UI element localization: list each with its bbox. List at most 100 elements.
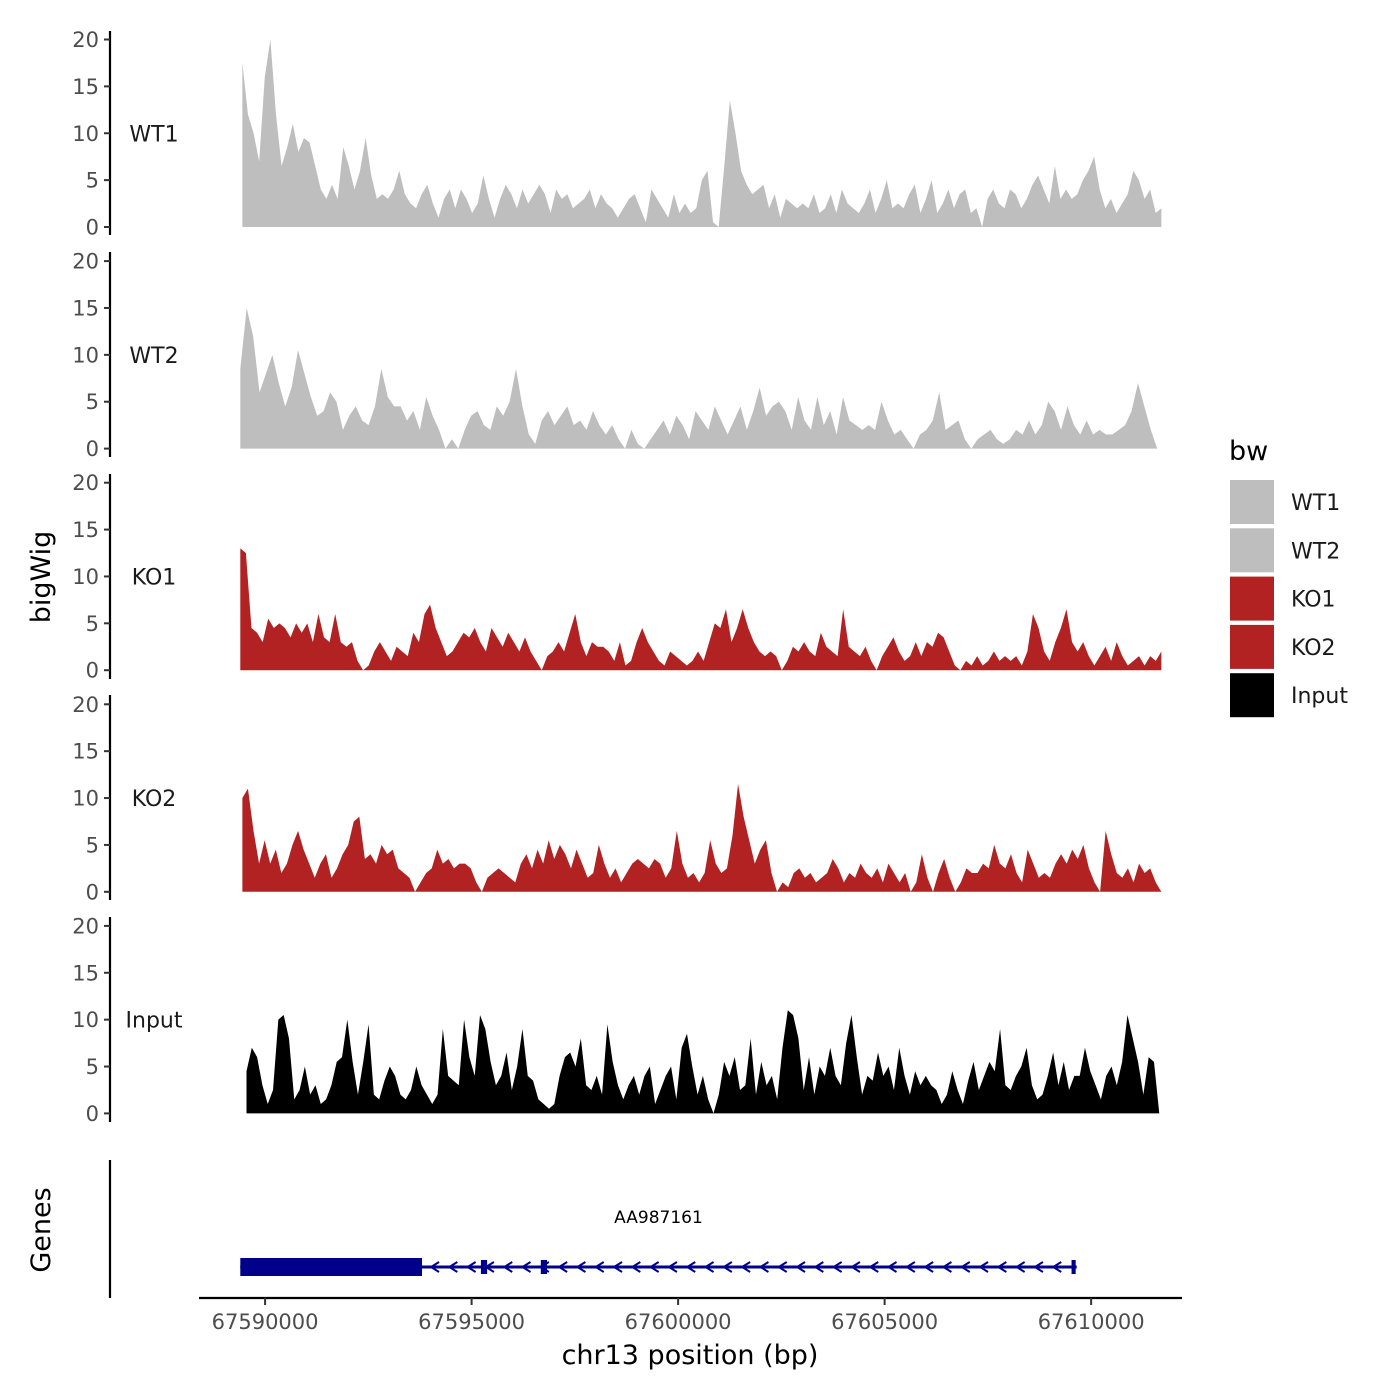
strand-arrow bbox=[502, 1261, 513, 1273]
area-ko1 bbox=[240, 548, 1162, 671]
strand-arrow bbox=[831, 1261, 843, 1273]
strand-arrow bbox=[575, 1261, 586, 1273]
track-wt1: 0 5 10 15 20 WT1 bbox=[72, 28, 1162, 240]
strand-arrow bbox=[868, 1261, 879, 1273]
y-tick-label: 20 bbox=[72, 250, 99, 274]
strand-arrow bbox=[630, 1261, 641, 1273]
area-wt1 bbox=[242, 39, 1162, 227]
track-wt2: 0 5 10 15 20 WT2 bbox=[72, 250, 1158, 461]
y-tick-label: 15 bbox=[72, 740, 99, 764]
legend-label-ko2: KO2 bbox=[1291, 636, 1336, 661]
x-tick-label: 67610000 bbox=[1038, 1310, 1145, 1334]
legend-label-wt2: WT2 bbox=[1291, 539, 1340, 564]
y-tick-label: 20 bbox=[72, 471, 99, 495]
strand-arrow bbox=[813, 1261, 824, 1273]
y-tick-label: 0 bbox=[86, 1102, 99, 1126]
x-tick-label: 67590000 bbox=[212, 1310, 319, 1334]
area-wt2 bbox=[240, 307, 1158, 449]
y-tick-label: 5 bbox=[86, 1055, 99, 1079]
x-axis: 67590000 67595000 67600000 67605000 67610000 bbox=[199, 1296, 1182, 1334]
track-ko1: 0 5 10 15 20 KO1 bbox=[72, 471, 1162, 683]
strand-arrow bbox=[1033, 1261, 1044, 1273]
y-tick-label: 15 bbox=[72, 518, 99, 542]
strand-arrow bbox=[429, 1261, 440, 1273]
area-input bbox=[246, 1010, 1160, 1114]
y-tick-label: 15 bbox=[72, 75, 99, 99]
gene-exon bbox=[1071, 1260, 1076, 1274]
track-label-input: Input bbox=[126, 1009, 183, 1034]
strand-arrow bbox=[941, 1261, 952, 1273]
gene-name-label: AA987161 bbox=[614, 1208, 703, 1228]
y-tick-label: 10 bbox=[72, 565, 99, 589]
strand-arrow bbox=[850, 1261, 861, 1273]
strand-arrow bbox=[721, 1261, 733, 1273]
legend-label-wt1: WT1 bbox=[1291, 491, 1340, 516]
y-tick-label: 10 bbox=[72, 1008, 99, 1032]
strand-arrow bbox=[996, 1261, 1007, 1273]
gene-track-panel: AA987161 bbox=[108, 1160, 1077, 1298]
signal-tracks: 0 5 10 15 20 WT1 0 5 10 15 20 WT2 0 5 10 15 20 KO1 0 5 10 15 2… bbox=[72, 28, 1162, 1126]
legend-swatch-ko1 bbox=[1230, 576, 1274, 621]
y-tick-label: 20 bbox=[72, 28, 99, 52]
strand-arrow bbox=[447, 1261, 458, 1273]
strand-arrow bbox=[520, 1261, 532, 1273]
track-label-ko2: KO2 bbox=[132, 787, 177, 812]
gene-exon bbox=[540, 1260, 548, 1274]
x-axis-title: chr13 position (bp) bbox=[562, 1340, 819, 1371]
y-tick-label: 0 bbox=[86, 437, 99, 461]
legend: bw WT1 WT2 KO1 KO2 Input bbox=[1229, 436, 1348, 718]
track-label-ko1: KO1 bbox=[132, 565, 177, 590]
legend-swatch-input bbox=[1230, 673, 1274, 718]
y-tick-label: 20 bbox=[72, 914, 99, 938]
strand-arrow bbox=[740, 1261, 751, 1273]
strand-arrow bbox=[1014, 1261, 1026, 1273]
gene-exon bbox=[480, 1260, 488, 1274]
y-tick-label: 5 bbox=[86, 612, 99, 636]
gene-exon bbox=[240, 1258, 423, 1276]
strand-arrow bbox=[703, 1261, 715, 1273]
y-tick-label: 0 bbox=[86, 659, 99, 683]
strand-arrow bbox=[795, 1261, 806, 1273]
legend-swatch-ko2 bbox=[1230, 624, 1274, 669]
track-ko2: 0 5 10 15 20 KO2 bbox=[72, 693, 1162, 904]
strand-arrow bbox=[758, 1261, 769, 1273]
strand-arrow bbox=[685, 1261, 696, 1273]
x-tick-label: 67605000 bbox=[831, 1310, 938, 1334]
strand-arrow bbox=[886, 1261, 898, 1273]
y-axis-title: bigWig bbox=[26, 531, 57, 624]
strand-arrow bbox=[978, 1261, 989, 1273]
x-tick-label: 67595000 bbox=[418, 1310, 525, 1334]
y-tick-label: 10 bbox=[72, 122, 99, 146]
y-tick-label: 0 bbox=[86, 216, 99, 240]
strand-arrow bbox=[667, 1261, 678, 1273]
area-ko2 bbox=[242, 783, 1162, 892]
track-input: 0 5 10 15 20 Input bbox=[72, 914, 1160, 1126]
strand-arrow bbox=[465, 1261, 477, 1273]
y-tick-label: 10 bbox=[72, 343, 99, 367]
strand-arrow bbox=[904, 1261, 916, 1273]
y-tick-label: 5 bbox=[86, 833, 99, 857]
strand-arrow bbox=[959, 1261, 971, 1273]
strand-arrow bbox=[557, 1261, 568, 1273]
track-label-wt1: WT1 bbox=[129, 122, 178, 147]
strand-arrow bbox=[923, 1261, 934, 1273]
y-tick-label: 5 bbox=[86, 390, 99, 414]
y-tick-label: 5 bbox=[86, 169, 99, 193]
legend-swatch-wt1 bbox=[1230, 480, 1274, 524]
genes-panel-title: Genes bbox=[26, 1187, 57, 1272]
y-tick-label: 20 bbox=[72, 693, 99, 717]
y-tick-label: 10 bbox=[72, 787, 99, 811]
strand-arrow bbox=[648, 1261, 660, 1273]
legend-label-ko1: KO1 bbox=[1291, 588, 1336, 613]
legend-title: bw bbox=[1229, 436, 1268, 467]
legend-swatch-wt2 bbox=[1230, 528, 1274, 573]
strand-arrow bbox=[776, 1261, 788, 1273]
strand-arrow bbox=[593, 1261, 605, 1273]
legend-label-input: Input bbox=[1291, 684, 1348, 709]
x-tick-label: 67600000 bbox=[625, 1310, 732, 1334]
y-tick-label: 15 bbox=[72, 961, 99, 985]
track-label-wt2: WT2 bbox=[129, 344, 178, 369]
strand-arrow bbox=[1051, 1261, 1062, 1273]
y-tick-label: 15 bbox=[72, 296, 99, 320]
